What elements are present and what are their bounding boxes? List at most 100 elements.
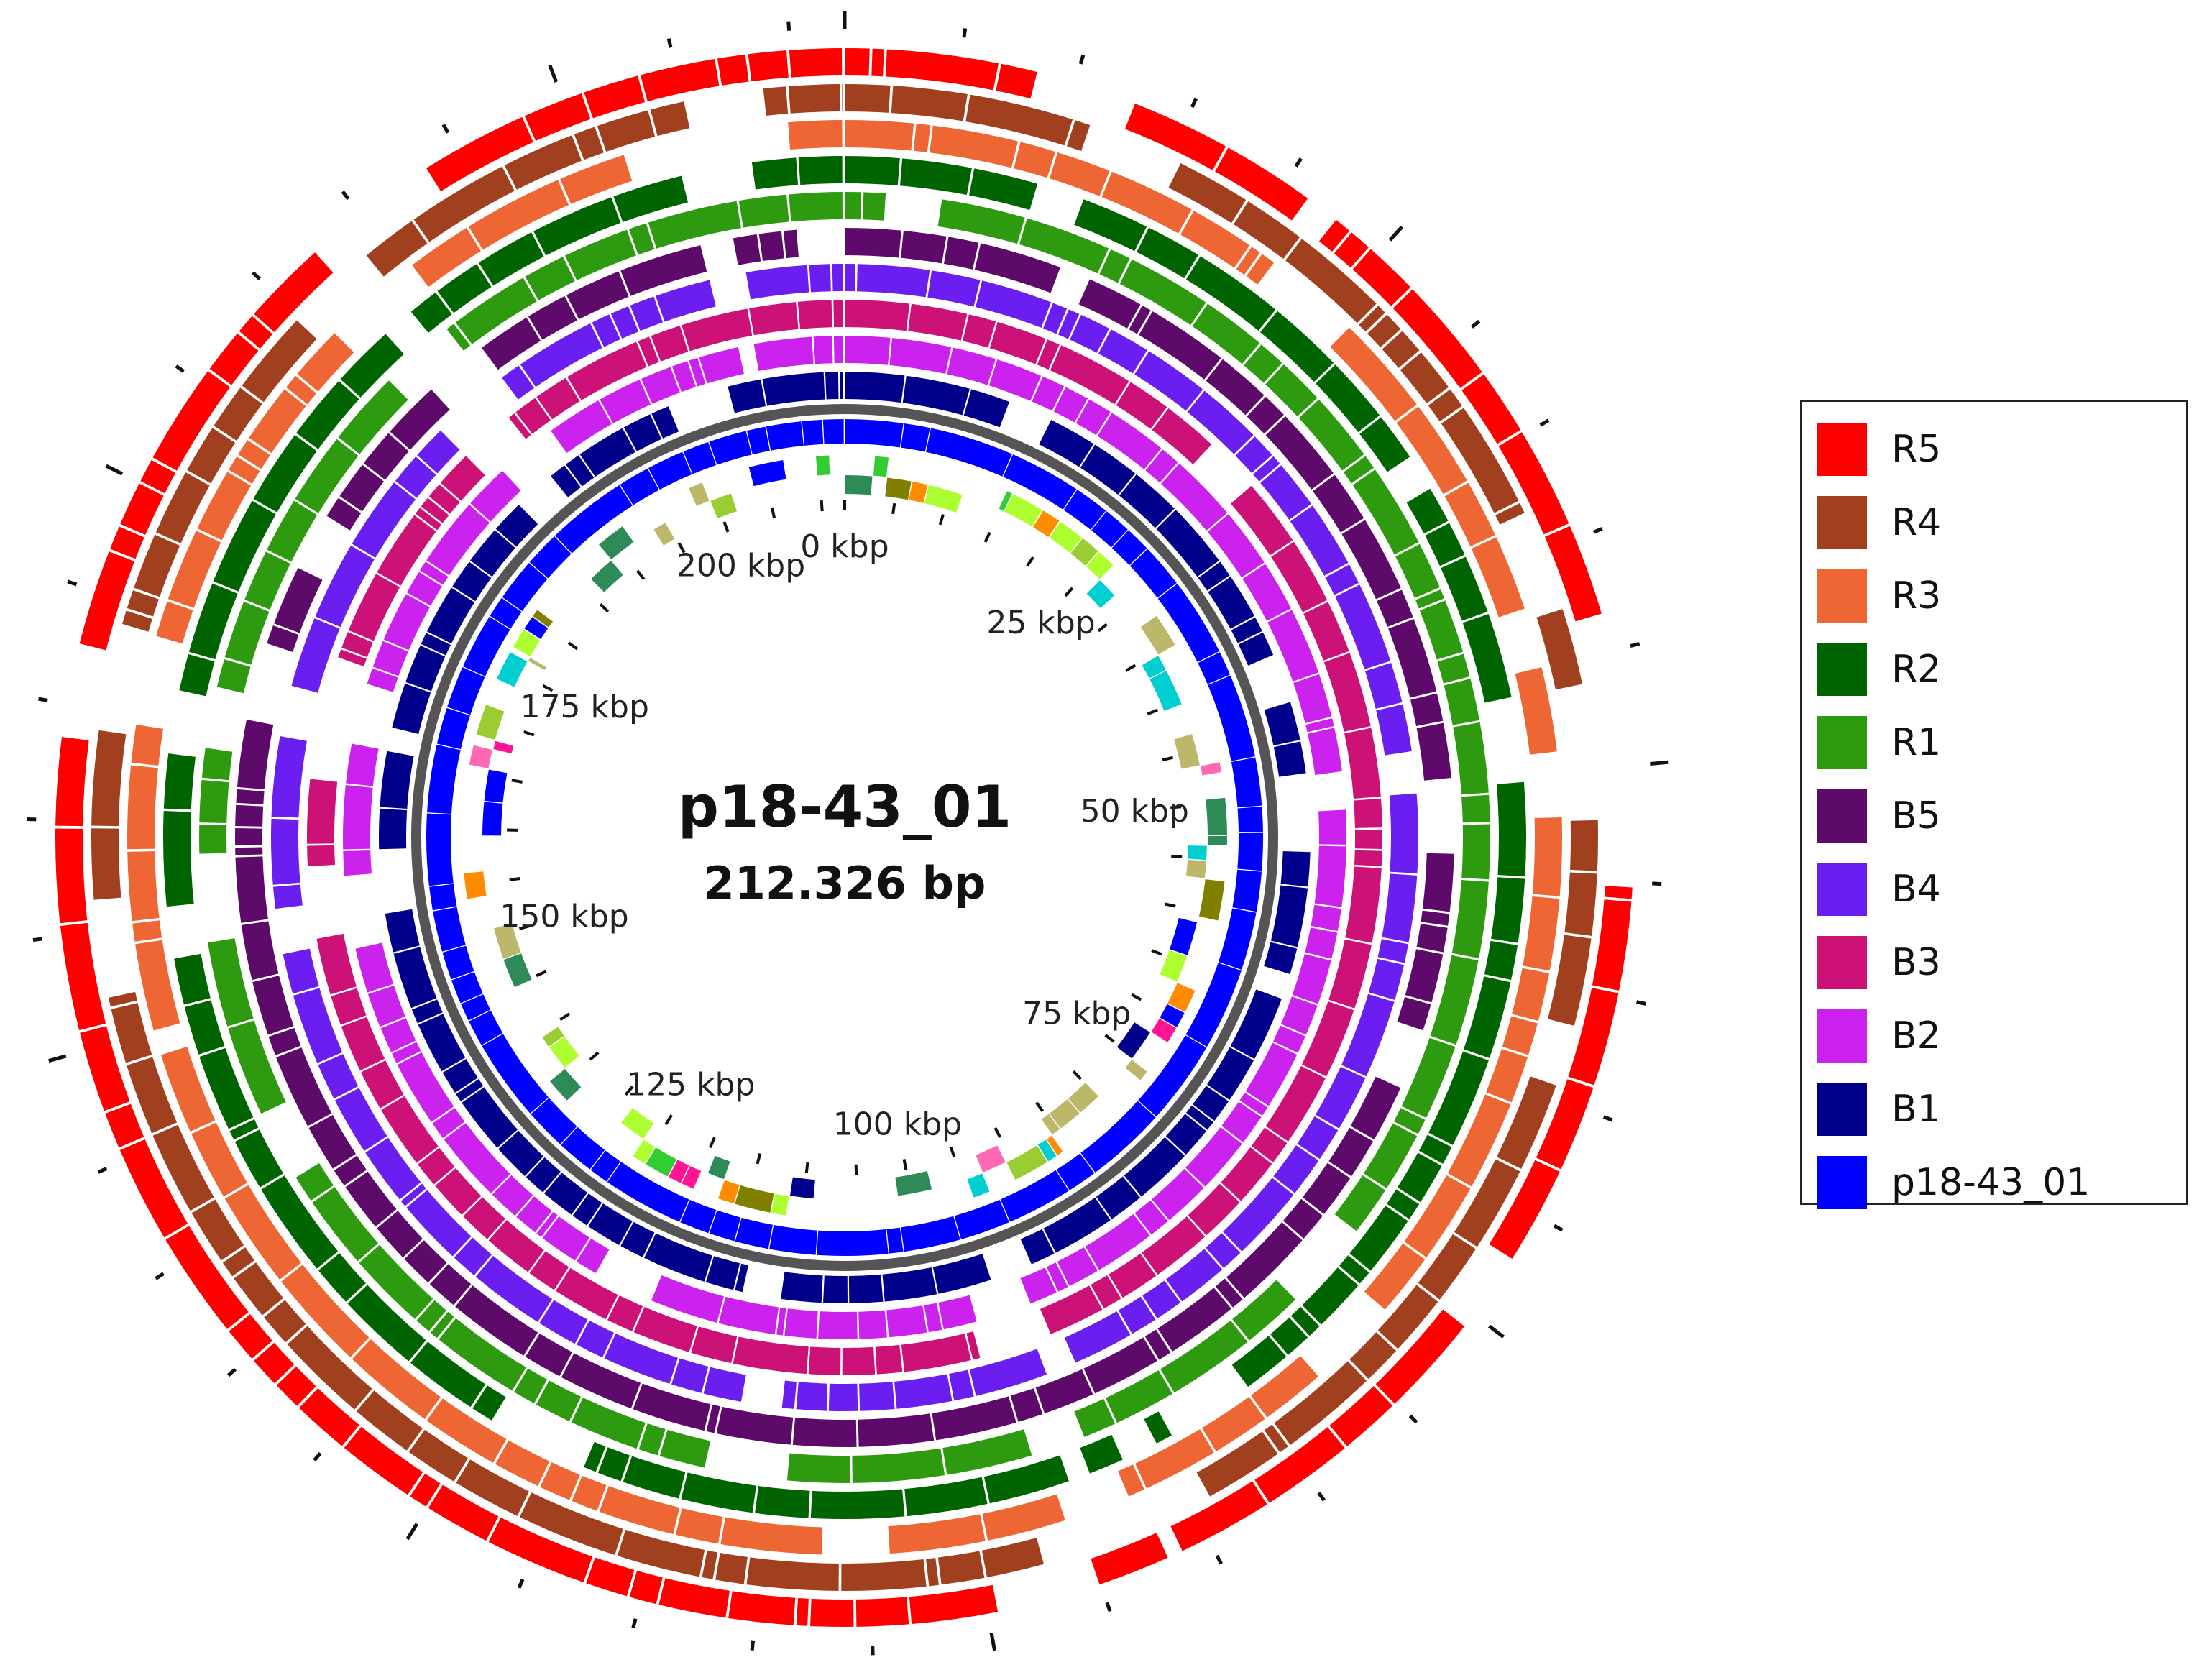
ring-block (281, 1265, 370, 1358)
ring-block (927, 270, 981, 307)
ring-block (1604, 886, 1633, 899)
ring-block (1349, 1206, 1408, 1271)
ring-block (1040, 1285, 1103, 1334)
ring-block (307, 845, 336, 866)
ring-block (1233, 201, 1300, 260)
ring-block (1185, 256, 1276, 331)
ring-block (1080, 444, 1136, 495)
ring-block (882, 1267, 937, 1302)
ring-block (544, 1172, 588, 1215)
ring-block (932, 1396, 1016, 1441)
ring-block (1096, 1176, 1141, 1219)
ring-block (252, 976, 294, 1035)
ring-block (776, 1307, 786, 1336)
ring-block (244, 551, 290, 610)
tick-mark (1539, 418, 1550, 427)
ring-block (1302, 1267, 1359, 1325)
gene-block (1160, 1004, 1185, 1027)
ring-block (1364, 1243, 1426, 1310)
ring-block (270, 818, 300, 885)
ring-block (1265, 1065, 1326, 1142)
reference-block (1003, 454, 1077, 510)
ring-block (728, 379, 766, 413)
reference-block (1000, 1170, 1069, 1222)
ring-block (1290, 1306, 1320, 1336)
inner-tick-mark (1171, 854, 1183, 858)
ring-block (406, 572, 443, 606)
gene-block (1033, 510, 1060, 538)
inner-tick-mark (1147, 708, 1158, 716)
ring-block (426, 1398, 507, 1463)
ring-block (1396, 406, 1467, 495)
tick-mark (517, 1579, 525, 1589)
ring-block (1461, 794, 1490, 823)
reference-block (1208, 675, 1255, 761)
ring-block (1049, 152, 1110, 196)
gene-block (1170, 917, 1198, 955)
ring-block (1206, 359, 1265, 416)
ring-block (1246, 254, 1275, 285)
ring-block (1206, 1233, 1241, 1268)
ring-block (1282, 1198, 1323, 1239)
ring-block (1109, 1253, 1157, 1298)
ring-block (108, 991, 137, 1007)
tick-mark (48, 1054, 67, 1063)
ring-block (428, 484, 460, 514)
ring-block (385, 909, 420, 953)
ring-block (613, 175, 688, 222)
ring-block (1259, 311, 1334, 382)
gene-block (710, 493, 738, 518)
ring-block (1350, 1076, 1401, 1140)
ring-block (119, 1139, 188, 1238)
reference-block (901, 1216, 960, 1252)
ring-block (1329, 1385, 1393, 1446)
ring-block (1416, 722, 1451, 781)
ring-block (671, 1358, 709, 1393)
ring-block (1235, 436, 1272, 474)
ring-block (555, 1267, 618, 1320)
ring-block (856, 264, 930, 298)
ring-block (947, 347, 996, 385)
ring-block (1325, 564, 1359, 595)
ring-block (786, 1453, 850, 1483)
ring-block (1129, 305, 1151, 334)
ring-block (1207, 514, 1265, 578)
gene-block (1041, 1114, 1060, 1135)
tick-mark (1630, 642, 1640, 648)
ring-block (885, 49, 999, 91)
gene-block (484, 769, 508, 803)
ring-block (470, 470, 521, 522)
ring-block (1404, 1175, 1471, 1258)
reference-block (620, 468, 659, 505)
reference-block (769, 1225, 817, 1255)
ring-block (842, 84, 843, 112)
ring-block (191, 1199, 244, 1261)
ring-block (1226, 1222, 1303, 1298)
ring-block (1397, 996, 1431, 1031)
ring-block (845, 48, 870, 76)
gene-block (999, 491, 1012, 511)
reference-block (709, 1210, 741, 1242)
ring-block (1134, 1200, 1168, 1235)
ring-block (1118, 1464, 1144, 1497)
ring-block (1441, 408, 1519, 513)
ring-block (408, 1429, 468, 1482)
ring-block (1097, 413, 1162, 470)
ring-block (1165, 1114, 1207, 1155)
ring-block (1223, 1178, 1294, 1252)
ring-block (675, 1508, 723, 1544)
ring-block (588, 1203, 633, 1245)
legend-label: R5 (1891, 428, 1942, 471)
tick-mark (1471, 319, 1481, 329)
ring-block (377, 515, 436, 586)
inner-tick-mark (509, 877, 520, 881)
reference-block (845, 419, 904, 448)
ring-block (1144, 1329, 1171, 1360)
tick-mark (97, 1167, 108, 1174)
ring-block (235, 847, 263, 855)
ring-block (293, 988, 343, 1063)
ring-block (1014, 142, 1055, 178)
ring-block (60, 922, 106, 1031)
ring-block (1328, 1127, 1374, 1177)
ring-block (536, 1380, 582, 1422)
